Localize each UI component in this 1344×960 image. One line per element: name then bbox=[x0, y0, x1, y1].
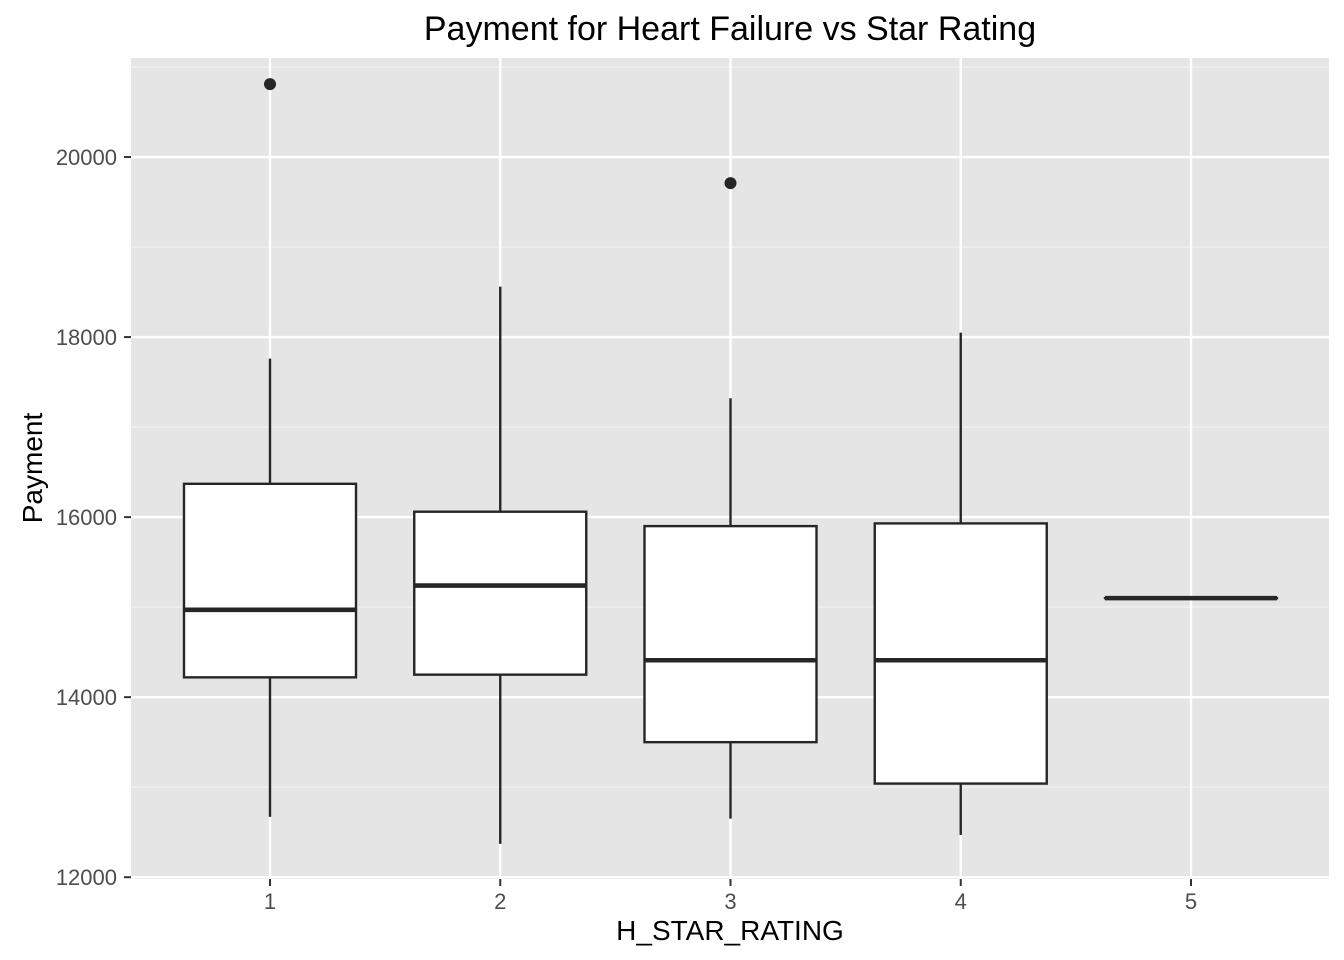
x-tick-label: 3 bbox=[724, 889, 736, 914]
box bbox=[413, 510, 588, 676]
y-tick-label: 12000 bbox=[56, 865, 117, 890]
x-axis-title: H_STAR_RATING bbox=[616, 915, 844, 946]
y-axis-title: Payment bbox=[17, 413, 48, 524]
y-axis: 12000 14000 16000 18000 20000 bbox=[56, 145, 131, 890]
y-tick-label: 18000 bbox=[56, 325, 117, 350]
x-tick-label: 2 bbox=[494, 889, 506, 914]
outlier-point bbox=[724, 177, 737, 190]
x-tick-label: 1 bbox=[264, 889, 276, 914]
y-tick-label: 16000 bbox=[56, 505, 117, 530]
box bbox=[643, 524, 818, 744]
chart-title: Payment for Heart Failure vs Star Rating bbox=[424, 10, 1036, 48]
y-tick-label: 20000 bbox=[56, 145, 117, 170]
y-tick-label: 14000 bbox=[56, 685, 117, 710]
box bbox=[182, 482, 358, 679]
box-group-1 bbox=[182, 78, 358, 817]
x-axis: 1 2 3 4 5 bbox=[264, 879, 1197, 914]
box bbox=[873, 522, 1048, 785]
boxes bbox=[182, 78, 1279, 844]
outlier-point bbox=[264, 78, 276, 91]
box-group-3 bbox=[643, 177, 818, 819]
x-tick-label: 4 bbox=[955, 889, 967, 914]
x-tick-label: 5 bbox=[1185, 889, 1197, 914]
box-group-2 bbox=[413, 286, 588, 844]
box-group-4 bbox=[873, 332, 1048, 835]
